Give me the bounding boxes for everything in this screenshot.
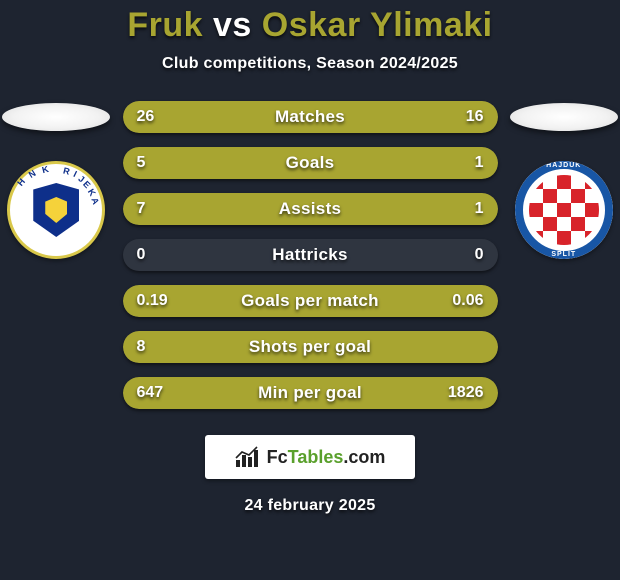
right-side: HAJDUK SPLIT	[508, 101, 620, 259]
title-vs: vs	[213, 6, 252, 44]
badge-ring	[515, 161, 613, 259]
stat-value-right: 1	[475, 200, 484, 218]
brand-post: .com	[343, 447, 385, 467]
left-side: H N K R I J E K A	[0, 101, 113, 259]
stat-row: 5Goals1	[123, 147, 498, 179]
stat-row: 0Hattricks0	[123, 239, 498, 271]
main-row: H N K R I J E K A 26Matches16 5Goals1 7Ass…	[0, 101, 620, 409]
club-badge-left: H N K R I J E K A	[7, 161, 105, 259]
stat-value-right: 0	[475, 246, 484, 264]
bar-chart-icon	[235, 446, 261, 468]
stat-row: 26Matches16	[123, 101, 498, 133]
content-wrapper: Fruk vs Oskar Ylimaki Club competitions,…	[0, 0, 620, 580]
stat-label: Assists	[123, 199, 498, 219]
badge-top-label: HAJDUK	[515, 162, 613, 169]
stats-container: 26Matches16 5Goals1 7Assists1 0Hattricks0 0.…	[123, 101, 498, 409]
date-label: 24 february 2025	[244, 497, 375, 515]
title-player1: Fruk	[127, 6, 203, 44]
stat-label: Min per goal	[123, 383, 498, 403]
stat-label: Goals	[123, 153, 498, 173]
stat-row: 0.19Goals per match0.06	[123, 285, 498, 317]
footer-brand[interactable]: FcTables.com	[205, 435, 415, 479]
stat-value-right: 16	[466, 108, 484, 126]
stat-value-right: 1	[475, 154, 484, 172]
title-player2: Oskar Ylimaki	[262, 6, 493, 44]
stat-row: 647Min per goal1826	[123, 377, 498, 409]
club-badge-right: HAJDUK SPLIT	[515, 161, 613, 259]
page-title: Fruk vs Oskar Ylimaki	[127, 6, 492, 45]
player-photo-placeholder-right	[510, 103, 618, 131]
stat-label: Shots per goal	[123, 337, 498, 357]
brand-green: Tables	[288, 447, 344, 467]
badge-inner	[20, 174, 92, 246]
brand-text: FcTables.com	[267, 447, 386, 468]
shield-inner-icon	[45, 197, 67, 223]
stat-label: Matches	[123, 107, 498, 127]
subtitle: Club competitions, Season 2024/2025	[162, 55, 458, 73]
shield-icon	[33, 183, 79, 237]
badge-bottom-label: SPLIT	[515, 251, 613, 258]
stat-value-right: 1826	[448, 384, 484, 402]
player-photo-placeholder-left	[2, 103, 110, 131]
stat-label: Goals per match	[123, 291, 498, 311]
brand-pre: Fc	[267, 447, 288, 467]
stat-row: 8Shots per goal	[123, 331, 498, 363]
stat-value-right: 0.06	[452, 292, 483, 310]
stat-label: Hattricks	[123, 245, 498, 265]
stat-row: 7Assists1	[123, 193, 498, 225]
